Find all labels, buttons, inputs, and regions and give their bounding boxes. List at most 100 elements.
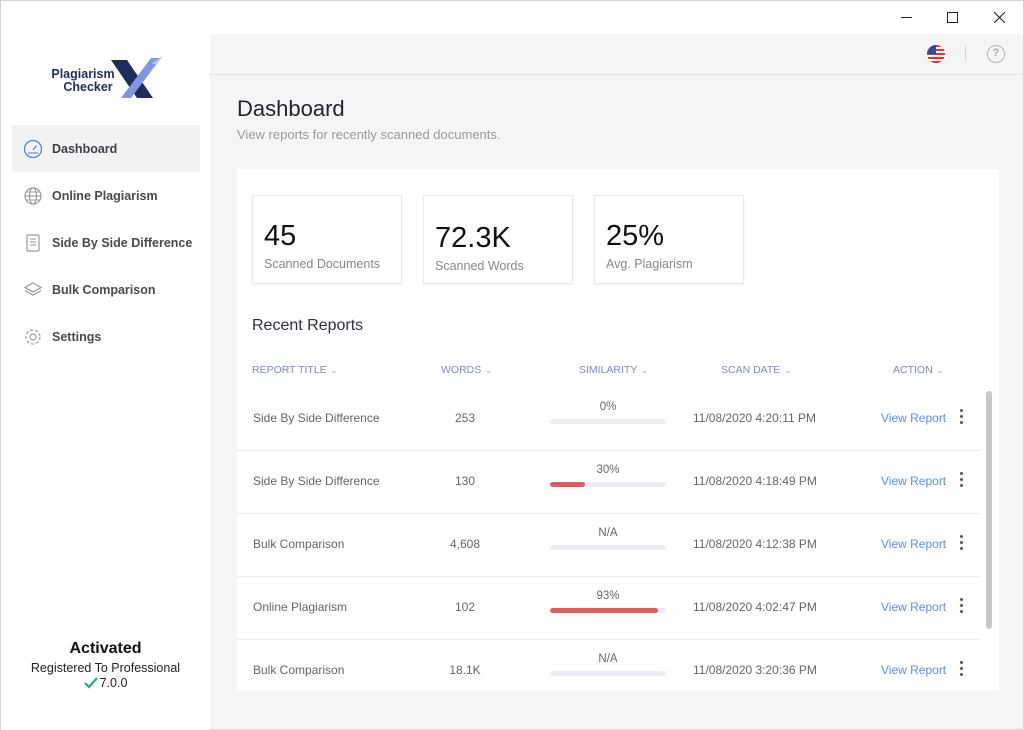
view-report-link[interactable]: View Report	[881, 663, 947, 677]
maximize-icon	[946, 12, 958, 23]
sidebar-item-side-by-side[interactable]: Side By Side Difference	[12, 219, 200, 266]
column-label: SIMILARITY	[579, 364, 638, 376]
sidebar-item-dashboard[interactable]: Dashboard	[12, 125, 200, 172]
us-flag-icon[interactable]	[927, 45, 945, 63]
column-header-action[interactable]: ACTION ⌄	[893, 364, 943, 376]
close-button[interactable]	[976, 1, 1022, 34]
logo-wordmark: Plagiarism Checker	[47, 68, 119, 94]
column-header-words[interactable]: WORDS ⌄	[441, 364, 492, 376]
report-title: Bulk Comparison	[253, 663, 345, 677]
table-row: Side By Side Difference 130 30% 11/08/20…	[237, 451, 980, 514]
similarity-cell: 93%	[550, 590, 666, 613]
similarity-bar	[550, 671, 666, 676]
close-icon	[993, 12, 1005, 23]
stat-card-plagiarism: 25% Avg. Plagiarism	[594, 195, 744, 284]
logo-x-icon	[111, 56, 163, 98]
maximize-button[interactable]	[929, 1, 975, 34]
report-words: 4,608	[449, 537, 481, 551]
column-label: REPORT TITLE	[252, 364, 327, 376]
column-label: SCAN DATE	[721, 364, 781, 376]
more-options-icon[interactable]	[953, 657, 969, 679]
view-report-link[interactable]: View Report	[881, 537, 947, 551]
column-header-date[interactable]: SCAN DATE ⌄	[721, 364, 791, 376]
chevron-down-icon: ⌄	[641, 365, 649, 375]
more-options-icon[interactable]	[953, 594, 969, 616]
similarity-value: N/A	[598, 527, 618, 539]
page-title: Dashboard	[237, 96, 345, 121]
table-scrollbar[interactable]	[986, 391, 992, 629]
column-label: ACTION	[893, 364, 933, 376]
table-row: Bulk Comparison 18.1K N/A 11/08/2020 3:2…	[237, 640, 980, 691]
header-divider	[965, 46, 966, 62]
title-bar	[1, 1, 1023, 34]
column-header-similarity[interactable]: SIMILARITY ⌄	[579, 364, 648, 376]
page-subtitle: View reports for recently scanned docume…	[237, 127, 501, 142]
similarity-bar	[550, 482, 666, 487]
similarity-cell: N/A	[550, 527, 666, 550]
stat-value: 25%	[606, 220, 665, 252]
stat-label: Scanned Words	[435, 259, 524, 273]
sidebar: Plagiarism Checker Dashboard Online Pl	[1, 34, 210, 730]
report-title: Side By Side Difference	[253, 474, 380, 488]
sidebar-item-label: Side By Side Difference	[52, 235, 193, 250]
recent-reports-title: Recent Reports	[252, 317, 364, 334]
report-words: 18.1K	[449, 663, 481, 677]
report-words: 102	[454, 600, 476, 614]
more-options-icon[interactable]	[953, 405, 969, 427]
table-row: Bulk Comparison 4,608 N/A 11/08/2020 4:1…	[237, 514, 980, 577]
sidebar-item-online-plagiarism[interactable]: Online Plagiarism	[12, 172, 200, 219]
sidebar-item-label: Bulk Comparison	[52, 282, 156, 297]
scan-date: 11/08/2020 4:20:11 PM	[693, 411, 816, 425]
logo-line1: Plagiarism	[51, 67, 115, 81]
similarity-cell: 0%	[550, 401, 666, 424]
more-options-icon[interactable]	[953, 468, 969, 490]
table-row: Side By Side Difference 253 0% 11/08/202…	[237, 388, 980, 451]
scan-date: 11/08/2020 4:12:38 PM	[693, 537, 817, 551]
view-report-link[interactable]: View Report	[881, 411, 947, 425]
stat-card-documents: 45 Scanned Documents	[252, 195, 402, 284]
chevron-down-icon: ⌄	[330, 365, 338, 375]
similarity-bar-fill	[550, 608, 658, 613]
stat-value: 72.3K	[435, 222, 511, 254]
similarity-value: 0%	[599, 401, 617, 413]
document-icon	[22, 232, 44, 254]
check-icon	[83, 677, 98, 689]
similarity-value: 93%	[596, 590, 620, 602]
more-options-icon[interactable]	[953, 531, 969, 553]
sidebar-item-settings[interactable]: Settings	[12, 313, 200, 360]
top-bar: ?	[210, 34, 1023, 75]
similarity-bar-fill	[550, 482, 585, 487]
globe-icon	[22, 185, 44, 207]
table-row: Online Plagiarism 102 93% 11/08/2020 4:0…	[237, 577, 980, 640]
activation-title: Activated	[69, 640, 142, 657]
similarity-cell: N/A	[550, 653, 666, 676]
scan-date: 11/08/2020 4:18:49 PM	[693, 474, 817, 488]
similarity-bar	[550, 545, 666, 550]
minimize-button[interactable]	[883, 1, 929, 34]
sidebar-nav: Dashboard Online Plagiarism Side By Side…	[12, 125, 200, 360]
report-words: 130	[454, 474, 476, 488]
view-report-link[interactable]: View Report	[881, 600, 947, 614]
chevron-down-icon: ⌄	[784, 365, 792, 375]
report-title: Side By Side Difference	[253, 411, 380, 425]
sidebar-item-bulk-comparison[interactable]: Bulk Comparison	[12, 266, 200, 313]
sidebar-item-label: Settings	[52, 329, 102, 344]
column-label: WORDS	[441, 364, 482, 376]
version-row: 7.0.0	[1, 676, 210, 690]
registration-text: Registered To Professional	[30, 661, 181, 675]
stat-label: Scanned Documents	[264, 257, 381, 271]
similarity-bar	[550, 608, 666, 613]
column-header-title[interactable]: REPORT TITLE ⌄	[252, 364, 337, 376]
table-header: REPORT TITLE ⌄ WORDS ⌄ SIMILARITY ⌄ SCAN…	[237, 359, 999, 383]
view-report-link[interactable]: View Report	[881, 474, 947, 488]
version-number: 7.0.0	[99, 676, 128, 690]
stat-label: Avg. Plagiarism	[606, 257, 693, 271]
help-icon[interactable]: ?	[987, 45, 1005, 63]
report-title: Bulk Comparison	[253, 537, 345, 551]
minimize-icon	[900, 17, 912, 18]
scan-date: 11/08/2020 3:20:36 PM	[693, 663, 817, 677]
chevron-down-icon: ⌄	[936, 365, 944, 375]
app-logo: Plagiarism Checker	[45, 56, 175, 106]
similarity-cell: 30%	[550, 464, 666, 487]
